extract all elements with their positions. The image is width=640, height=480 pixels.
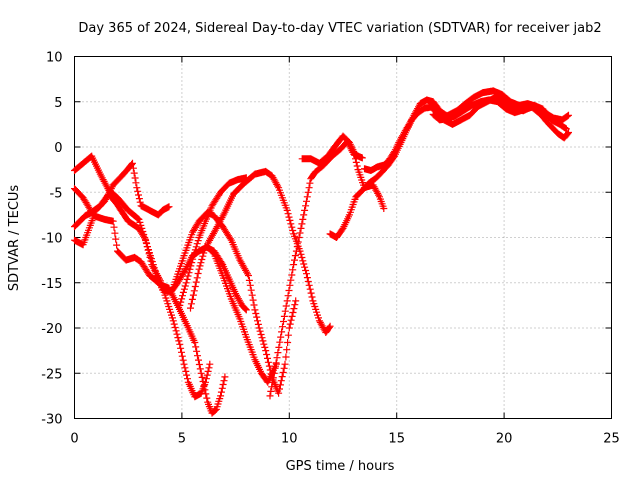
x-axis-label: GPS time / hours [286,459,395,474]
series-track-11 [326,96,450,241]
chart-title: Day 365 of 2024, Sidereal Day-to-day VTE… [78,21,601,36]
series-track-4 [71,212,229,417]
series-track-3 [71,159,173,231]
plus-markers [71,212,229,417]
series-track-6 [176,174,250,309]
x-tick-label: 5 [178,432,186,447]
y-tick-label: -5 [50,186,63,201]
x-tick-label: 0 [70,432,78,447]
x-tick-label: 15 [388,432,405,447]
plus-markers [71,152,280,386]
series-track-5 [169,208,300,397]
plus-markers [71,159,173,231]
plus-markers [187,243,250,314]
x-tick-label: 20 [496,432,513,447]
plus-markers [169,208,300,397]
x-tick-label: 10 [281,432,298,447]
series-track-8 [204,167,334,336]
plus-markers [266,138,366,400]
y-axis-label: SDTVAR / TECUs [7,185,22,292]
plus-markers [326,96,450,241]
y-tick-label: -10 [41,232,62,247]
y-tick-label: -25 [41,367,62,382]
y-tick-label: 5 [54,96,62,111]
y-tick-label: -30 [41,413,62,428]
series-track-14 [429,96,572,142]
x-tick-label: 25 [603,432,620,447]
y-tick-label: -15 [41,277,62,292]
plus-markers [176,174,250,309]
y-axis-tick-labels: 10 5 0 -5 -10 -15 -20 -25 -30 [41,51,62,428]
series-track-2 [71,152,280,386]
plus-markers [429,96,572,142]
x-axis-tick-labels: 0 5 10 15 20 25 [70,432,619,447]
series-track-9 [266,138,366,400]
plus-markers [204,167,334,336]
y-tick-label: -20 [41,322,62,337]
data-series [71,87,572,417]
y-tick-label: 10 [46,51,63,66]
series-track-7 [187,243,250,314]
y-tick-label: 0 [54,141,62,156]
